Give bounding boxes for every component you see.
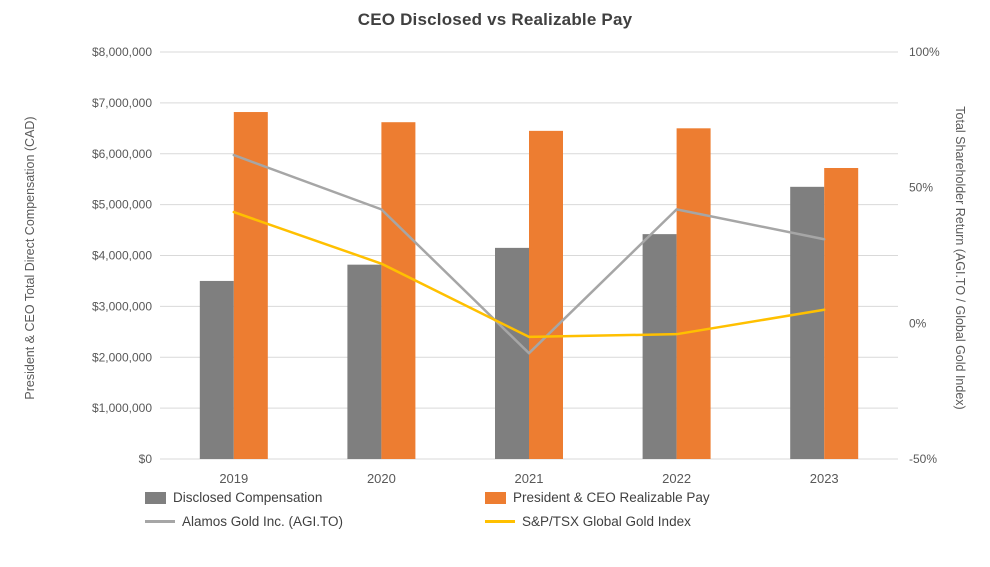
bar-disclosed-2021 xyxy=(495,247,529,459)
bar-realizable-2019 xyxy=(233,112,268,459)
bar-disclosed-2020 xyxy=(347,264,382,459)
x-axis-label: 2021 xyxy=(515,471,544,486)
right-axis-tick: 0% xyxy=(909,316,927,330)
bar-disclosed-2019 xyxy=(199,280,234,459)
right-axis-tick: 50% xyxy=(909,181,933,195)
left-axis-tick: $3,000,000 xyxy=(92,299,152,313)
left-axis-tick: $7,000,000 xyxy=(92,96,152,110)
legend-label: Disclosed Compensation xyxy=(173,490,323,505)
chart-plot: $0 $1,000,000 $2,000,000 $3,000,000 $4,000,0… xyxy=(92,45,940,486)
left-axis-tick: $2,000,000 xyxy=(92,350,152,364)
bar-realizable-2023 xyxy=(824,167,859,459)
left-axis-tick: $0 xyxy=(139,452,153,466)
bar-realizable-2020 xyxy=(381,122,416,460)
x-axis-label: 2019 xyxy=(219,471,248,486)
right-axis-title: Total Shareholder Return (AGI.TO / Globa… xyxy=(953,106,967,410)
legend: Disclosed Compensation President & CEO R… xyxy=(115,490,875,529)
line-series-1 xyxy=(232,210,826,339)
legend-item-alamos-gold[interactable]: Alamos Gold Inc. (AGI.TO) xyxy=(145,514,485,529)
bar-disclosed-2023 xyxy=(790,186,825,459)
legend-label: Alamos Gold Inc. (AGI.TO) xyxy=(182,514,344,529)
left-axis-tick: $5,000,000 xyxy=(92,198,152,212)
left-axis-tick: $6,000,000 xyxy=(92,147,152,161)
x-axis-label: 2022 xyxy=(662,471,691,486)
bar-disclosed-2022 xyxy=(642,234,677,459)
x-axis-label: 2020 xyxy=(367,471,396,486)
bar-swatch-realizable-pay xyxy=(485,491,506,504)
bar-realizable-2021 xyxy=(529,130,563,459)
left-axis-tick: $1,000,000 xyxy=(92,401,152,415)
left-axis-tick: $4,000,000 xyxy=(92,249,152,263)
bar-swatch-disclosed-compensation xyxy=(145,491,166,504)
x-axis-label: 2023 xyxy=(810,471,839,486)
legend-item-disclosed-compensation[interactable]: Disclosed Compensation xyxy=(145,490,485,505)
left-axis-title: President & CEO Total Direct Compensatio… xyxy=(23,116,37,400)
right-axis-tick: 100% xyxy=(909,45,940,59)
legend-item-gold-index[interactable]: S&P/TSX Global Gold Index xyxy=(485,514,865,529)
line-series-0 xyxy=(232,153,826,355)
line-swatch-gold-index xyxy=(485,520,515,523)
line-swatch-alamos-gold xyxy=(145,520,175,523)
right-axis-tick: -50% xyxy=(909,452,937,466)
legend-item-realizable-pay[interactable]: President & CEO Realizable Pay xyxy=(485,490,865,505)
bar-realizable-2022 xyxy=(676,128,711,459)
legend-label: President & CEO Realizable Pay xyxy=(513,490,710,505)
left-axis-tick: $8,000,000 xyxy=(92,45,152,59)
chart-title: CEO Disclosed vs Realizable Pay xyxy=(357,10,633,29)
legend-label: S&P/TSX Global Gold Index xyxy=(522,514,691,529)
